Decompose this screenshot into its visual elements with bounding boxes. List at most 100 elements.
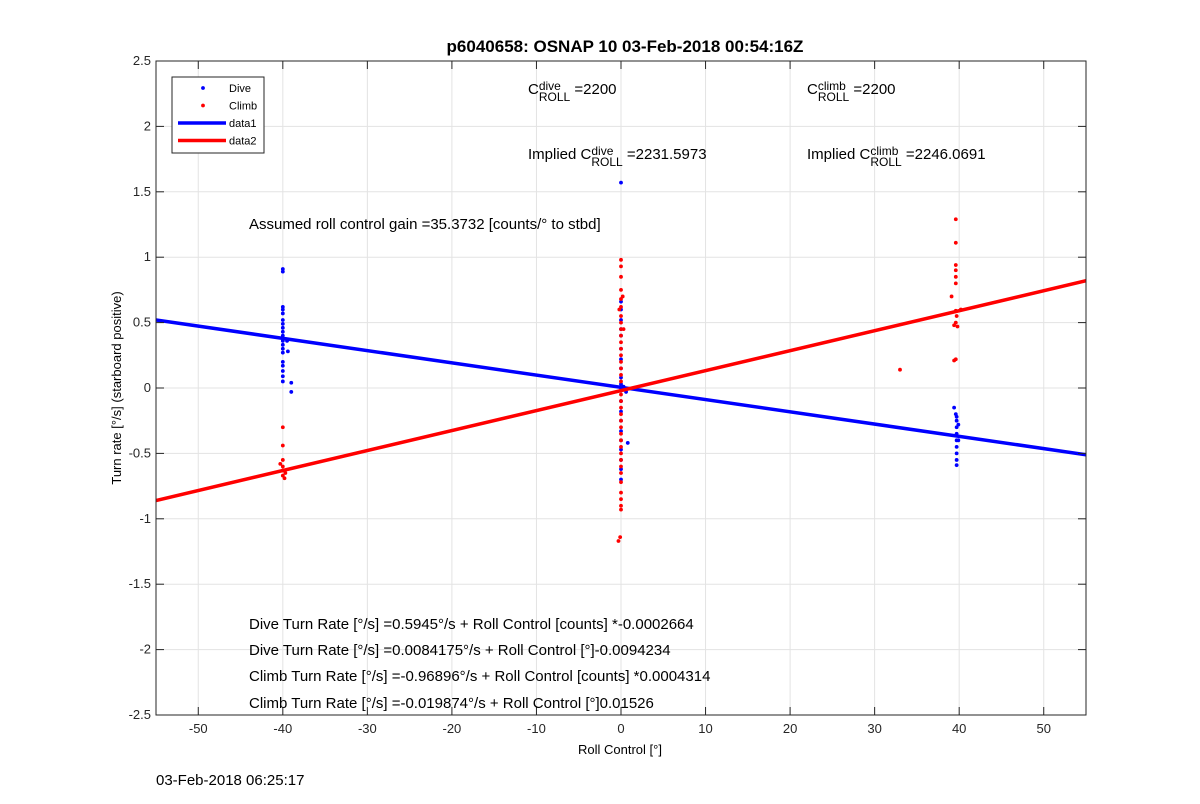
- dive-point: [280, 359, 285, 364]
- dive-point: [619, 477, 623, 482]
- c-roll-climb-sub: ROLL: [817, 90, 850, 104]
- climb-point: [619, 288, 623, 292]
- dive-point: [619, 382, 623, 386]
- climb-point: [619, 497, 623, 502]
- climb-point: [619, 320, 623, 325]
- climb-point: [283, 471, 288, 475]
- climb-rate-counts-annotation: Climb Turn Rate [°/s] =-0.96896°/s + Rol…: [249, 668, 711, 685]
- climb-point: [619, 464, 623, 469]
- grid: [156, 60, 1086, 716]
- dive-point: [954, 444, 959, 449]
- climb-point: [616, 539, 621, 543]
- c-roll-dive-sub: ROLL: [538, 90, 571, 104]
- climb-point: [619, 373, 623, 377]
- climb-point: [621, 327, 626, 332]
- dive-point: [956, 438, 961, 443]
- climb-point: [955, 324, 960, 329]
- climb-point: [619, 366, 623, 371]
- y-tick-label: 0: [144, 380, 151, 395]
- climb-point: [953, 274, 958, 279]
- y-tick-label: -2.5: [129, 707, 151, 722]
- x-tick-label: -40: [273, 721, 292, 736]
- climb-point: [619, 399, 623, 403]
- legend-dot-dive: [201, 86, 205, 90]
- legend: Dive Climb data1 data2: [171, 76, 265, 154]
- dive-point: [619, 180, 623, 185]
- climb-point: [280, 458, 285, 462]
- climb-point: [619, 471, 623, 475]
- x-tick-label: -20: [443, 721, 462, 736]
- dive-point: [280, 346, 285, 351]
- dive-point: [619, 429, 623, 434]
- x-tick-label: 50: [1036, 721, 1050, 736]
- climb-point: [619, 257, 623, 262]
- climb-point: [619, 431, 623, 436]
- dive-point: [280, 363, 285, 368]
- x-tick-label: -30: [358, 721, 377, 736]
- climb-point: [619, 412, 623, 417]
- dive-point: [954, 458, 959, 462]
- dive-point: [280, 305, 285, 309]
- dive-point: [280, 322, 285, 326]
- climb-point: [619, 333, 623, 338]
- dive-point: [619, 299, 623, 304]
- climb-point: [953, 217, 958, 222]
- dive-point: [619, 409, 623, 414]
- y-tick-label: -1: [139, 511, 151, 526]
- dive-point: [280, 369, 285, 373]
- dive-point: [280, 374, 285, 379]
- y-tick-label: -0.5: [129, 445, 151, 460]
- dive-point: [280, 325, 285, 330]
- y-tick-label: -1.5: [129, 576, 151, 591]
- dive-rate-counts-annotation: Dive Turn Rate [°/s] =0.5945°/s + Roll C…: [249, 616, 694, 633]
- climb-point: [280, 443, 285, 448]
- x-tick-label: 10: [698, 721, 712, 736]
- c-roll-climb-sup: climb: [817, 79, 846, 93]
- climb-point: [619, 392, 623, 397]
- climb-point: [619, 451, 623, 456]
- legend-label-dive: Dive: [229, 83, 251, 95]
- series-group: [156, 180, 1086, 543]
- footer-timestamp: 03-Feb-2018 06:25:17: [156, 772, 305, 789]
- axis-ticks: -50 -40 -30 -20 -10 0 10 20 30 40 50-2.5-2-1.5-1-0…: [129, 53, 1086, 736]
- c-roll-dive-sup: dive: [538, 79, 561, 93]
- climb-point: [953, 281, 958, 286]
- climb-point: [953, 240, 958, 245]
- climb-rate-deg-annotation: Climb Turn Rate [°/s] =-0.019874°/s + Ro…: [249, 695, 654, 712]
- implied-climb-sup: climb: [870, 144, 899, 158]
- roll-gain-annotation: Assumed roll control gain =35.3732 [coun…: [249, 216, 601, 233]
- legend-label-data1: data1: [229, 118, 257, 130]
- dive-point: [280, 311, 285, 316]
- dive-point: [954, 451, 959, 456]
- implied-dive-sup: dive: [591, 144, 614, 158]
- climb-point: [619, 444, 623, 449]
- dive-rate-deg-annotation: Dive Turn Rate [°/s] =0.0084175°/s + Rol…: [249, 642, 671, 659]
- climb-point: [619, 418, 623, 423]
- dive-point: [280, 350, 285, 355]
- climb-point: [898, 367, 902, 372]
- dive-point: [625, 441, 630, 445]
- climb-point: [619, 425, 623, 430]
- dive-point: [285, 349, 290, 354]
- x-axis-label: Roll Control [°]: [578, 742, 662, 757]
- dive-point: [289, 390, 294, 394]
- x-tick-label: 30: [867, 721, 881, 736]
- x-tick-label: -10: [527, 721, 546, 736]
- climb-point: [282, 476, 287, 481]
- climb-point: [954, 314, 959, 318]
- climb-point: [619, 340, 623, 345]
- x-tick-label: 20: [783, 721, 797, 736]
- climb-point: [278, 461, 283, 466]
- x-tick-label: 40: [952, 721, 966, 736]
- climb-point: [619, 353, 623, 358]
- climb-point: [952, 358, 957, 363]
- dive-point: [619, 447, 623, 452]
- data2-line: [156, 279, 1086, 503]
- dive-point: [280, 379, 285, 384]
- climb-point: [619, 490, 623, 495]
- dive-point: [280, 269, 285, 274]
- climb-point: [618, 535, 623, 540]
- dive-point: [952, 405, 957, 410]
- dive-point: [954, 418, 959, 423]
